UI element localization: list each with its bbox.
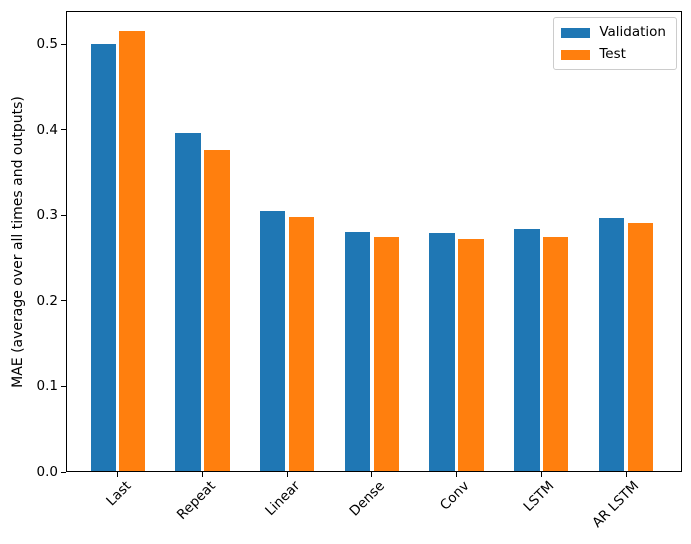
y-tick-mark [61,214,66,216]
bar-test-linear [288,217,315,472]
y-tick-mark [61,43,66,45]
y-axis-label: MAE (average over all times and outputs) [10,96,26,388]
y-tick-label: 0.0 [36,464,58,480]
bar-test-last [119,30,145,472]
bar-validation-repeat [175,133,201,472]
x-tick-label-conv: Conv [437,478,473,514]
bar-validation-lstm [514,229,540,472]
legend-swatch-validation [561,27,591,38]
legend-label-test: Test [599,46,626,62]
y-tick-label: 0.3 [36,207,58,224]
bar-validation-linear [260,211,286,472]
bar-test-repeat [204,149,230,472]
bar-validation-ar-lstm [598,217,625,472]
x-tick-mark [371,472,373,477]
x-tick-mark [117,472,119,477]
x-tick-label-lstm: LSTM [520,478,558,515]
legend-label-validation: Validation [599,24,666,40]
x-tick-mark [456,472,458,477]
bar-validation-dense [344,231,371,472]
legend: Validation Test [553,17,677,70]
bar-validation-conv [429,232,455,472]
y-tick-mark [61,385,66,387]
bar-validation-last [90,43,116,472]
legend-entry-test: Test [561,47,666,62]
x-tick-mark [286,472,288,477]
bar-test-conv [458,239,484,472]
y-tick-label: 0.1 [36,378,58,395]
y-tick-mark [61,300,66,302]
x-tick-label-last: Last [102,478,135,510]
bar-test-dense [373,236,399,472]
x-tick-mark [625,472,627,477]
x-tick-mark [540,472,542,477]
x-tick-label-ar-lstm: AR LSTM [589,478,643,531]
bar-test-ar-lstm [627,223,654,472]
x-tick-mark [201,472,203,477]
y-tick-label: 0.4 [36,121,58,138]
plot-area: Validation Test [66,11,682,472]
y-tick-mark [61,471,66,473]
x-tick-label-repeat: Repeat [173,478,219,523]
bar-test-lstm [543,236,569,472]
y-tick-label: 0.5 [36,36,58,53]
y-tick-label: 0.2 [36,292,58,309]
y-tick-mark [61,129,66,131]
legend-entry-validation: Validation [561,25,666,40]
x-tick-label-linear: Linear [262,478,304,519]
legend-swatch-test [561,49,591,60]
x-tick-label-dense: Dense [346,478,389,520]
